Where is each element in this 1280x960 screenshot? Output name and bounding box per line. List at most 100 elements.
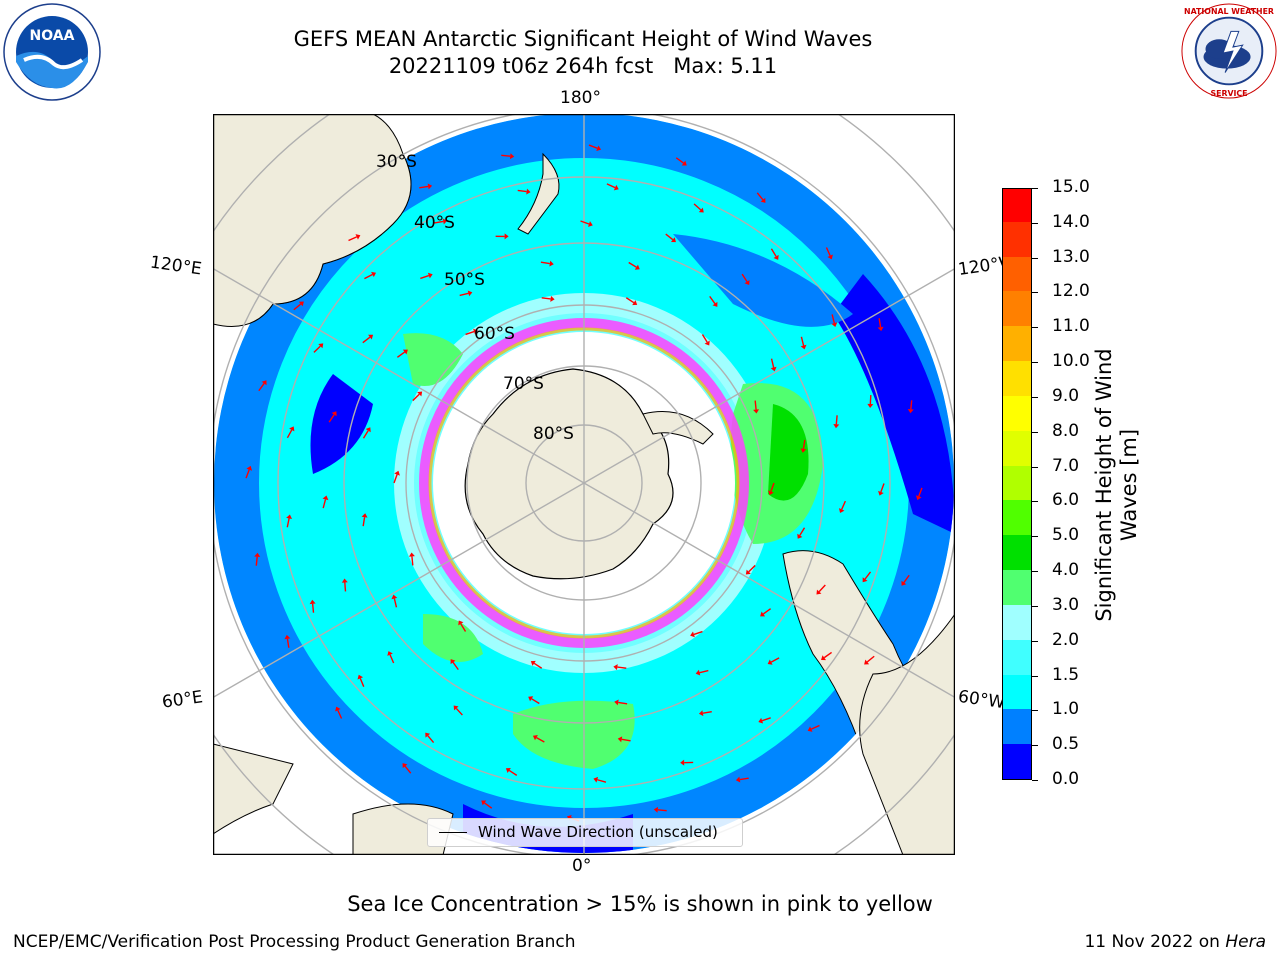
wind-arrow-head (361, 513, 368, 518)
wind-arrow-head (481, 800, 487, 806)
wind-arrow-head (298, 301, 304, 307)
wind-arrow-head (331, 411, 337, 417)
wind-arrow-shaft (864, 571, 872, 580)
colorbar-tick-label: 0.5 (1052, 734, 1080, 755)
wind-arrow-shaft (412, 393, 420, 402)
wind-arrow-shaft (802, 439, 806, 449)
wind-arrow-head (371, 271, 376, 278)
wind-arrow-shaft (628, 261, 637, 268)
footer-credit: NCEP/EMC/Verification Post Processing Pr… (13, 932, 576, 952)
lon-label-180: 180° (560, 88, 601, 108)
wind-arrow-shaft (286, 429, 293, 439)
wind-arrow-shaft (427, 735, 435, 744)
colorbar-segment (1003, 189, 1031, 222)
wind-arrow-head (807, 726, 813, 732)
wind-arrow-shaft (910, 400, 913, 410)
wind-arrow-shaft (903, 574, 910, 583)
wind-arrow-head (831, 322, 838, 328)
lat-label: 30°S (376, 152, 417, 172)
wind-arrow-head (408, 552, 415, 557)
graticule (213, 114, 955, 855)
noaa-logo: NOAA (3, 3, 101, 101)
wind-arrow-head (744, 280, 750, 286)
wind-arrow-head (698, 710, 704, 717)
colorbar-segment (1003, 708, 1031, 745)
wind-arrow-shaft (517, 189, 527, 193)
colorbar-tick-label: 8.0 (1052, 420, 1080, 441)
colorbar-segment (1003, 569, 1031, 605)
wind-arrow-shaft (344, 582, 347, 592)
lat-label: 60°S (474, 324, 515, 344)
wind-arrow-head (246, 465, 253, 471)
lat-label: 40°S (414, 213, 455, 233)
colorbar-segment (1003, 256, 1031, 292)
colorbar-title: Significant Height of Wind Waves [m] (1092, 348, 1141, 622)
wind-arrow-shaft (799, 527, 806, 536)
lon-label-120e: 120°E (148, 252, 203, 280)
page-title: GEFS MEAN Antarctic Significant Height o… (293, 27, 873, 51)
colorbar-tick-mark (1032, 257, 1038, 259)
wind-arrow-head (286, 514, 293, 520)
wind-arrow-head (821, 655, 827, 661)
wind-arrow-head (402, 349, 408, 355)
wind-arrow-head (797, 533, 803, 539)
wind-arrow-head (309, 599, 316, 605)
wind-arrow-shaft (255, 556, 258, 566)
wind-arrow-shaft (709, 295, 716, 305)
colorbar-segment (1003, 499, 1031, 536)
wind-arrow-shaft (625, 297, 635, 304)
wind-arrow-shaft (484, 802, 493, 809)
colorbar-tick-label: 15.0 (1052, 177, 1090, 197)
wind-arrow-head (427, 272, 433, 279)
wind-arrow-shaft (756, 192, 764, 201)
wind-arrow-shaft (748, 564, 756, 573)
wind-arrow-head (614, 699, 619, 706)
wind-arrow-head (473, 328, 478, 335)
wind-arrow-shaft (531, 698, 540, 705)
wind-arrow-shaft (880, 483, 885, 493)
colorbar-tick-label: 1.0 (1052, 699, 1080, 720)
wind-arrow-head (365, 427, 371, 433)
new-zealand (517, 152, 560, 235)
colorbar-segment (1003, 743, 1031, 779)
wind-arrow-head (681, 160, 687, 166)
wind-arrow-shaft (508, 769, 518, 776)
polar-map (213, 114, 955, 855)
wind-arrow-head (773, 254, 779, 260)
wind-arrow-head (528, 696, 534, 702)
wind-arrow-shaft (258, 383, 265, 392)
sea-ice-note: Sea Ice Concentration > 15% is shown in … (347, 892, 933, 916)
wind-arrow-head (758, 717, 764, 724)
wind-arrow-head (368, 334, 374, 340)
wind-arrow-shaft (841, 500, 847, 510)
wind-arrow-shaft (452, 661, 459, 671)
wind-arrow-shaft (702, 711, 712, 714)
wind-arrow-head (427, 183, 433, 190)
wind-arrow-head (634, 264, 640, 270)
wind-arrow-head (816, 589, 822, 595)
wind-arrows (245, 144, 923, 822)
wind-arrow-head (504, 233, 509, 240)
wind-arrow-head (322, 495, 329, 501)
wind-arrow-head (768, 490, 774, 496)
wind-arrow-head (284, 634, 291, 640)
wind-arrow-head (261, 380, 267, 386)
wind-arrow-shaft (701, 334, 708, 343)
lat-label: 70°S (503, 374, 544, 394)
wind-arrow-head (254, 552, 261, 558)
colorbar-segment (1003, 534, 1031, 571)
colorbar-tick-label: 7.0 (1052, 455, 1080, 476)
wind-arrow-shaft (770, 657, 780, 663)
wind-arrow-shaft (675, 157, 684, 164)
wind-arrow-shaft (800, 336, 805, 346)
wind-arrow-head (530, 660, 536, 666)
wind-arrow-head (864, 659, 870, 665)
wind-arrow-head (670, 237, 676, 243)
wind-arrow-head (613, 184, 619, 191)
footer-date: 11 Nov 2022 on Hera (1084, 932, 1266, 952)
wind-arrow-head (335, 706, 341, 712)
colorbar-tick-mark (1032, 780, 1038, 781)
colorbar-tick-label: 1.5 (1052, 664, 1080, 685)
wind-arrow-shaft (460, 623, 467, 632)
wind-arrow-head (509, 153, 515, 160)
